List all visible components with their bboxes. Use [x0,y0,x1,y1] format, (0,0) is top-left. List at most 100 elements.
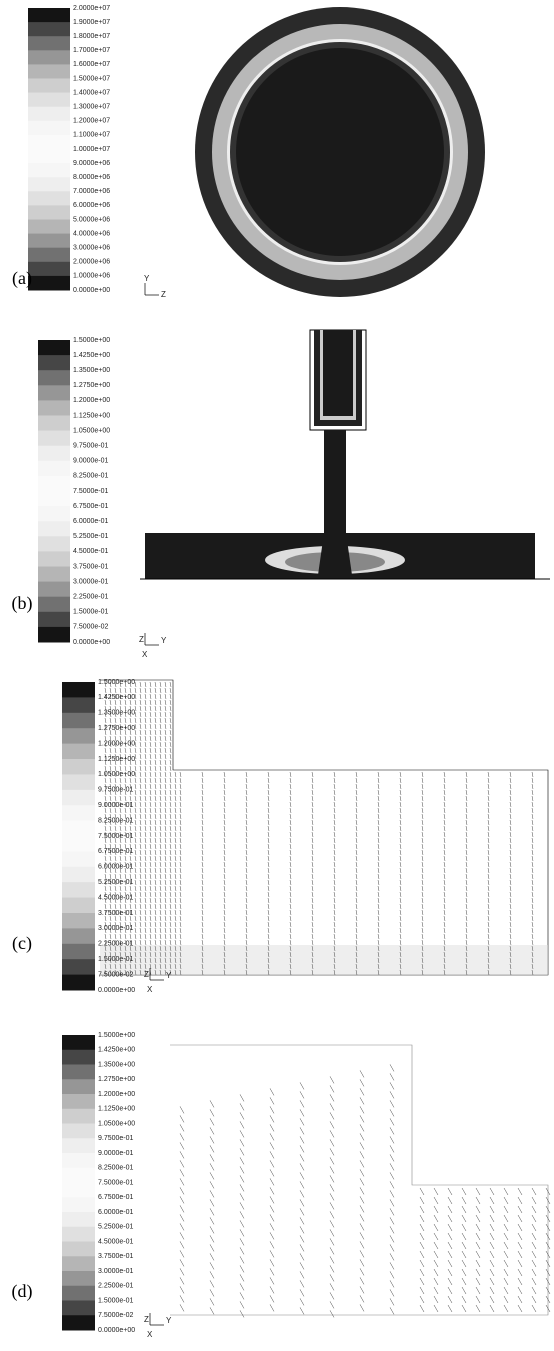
vector [174,897,177,904]
vector [333,897,336,904]
vector [149,789,152,796]
vector [144,957,147,964]
vector [129,873,132,880]
vector [267,873,270,880]
vector [465,843,468,850]
vector [419,1250,425,1259]
vector [119,687,122,694]
colorbar-label: 5.0000e+06 [73,216,110,223]
vector [267,939,270,946]
vector [333,891,336,898]
vector [139,783,142,790]
vector [169,795,172,802]
vector [109,807,112,814]
vector [129,927,132,934]
vector [134,879,137,886]
vector [333,909,336,916]
vector [139,831,142,838]
colorbar-label: 1.5000e-01 [98,1297,134,1304]
colorbar-band [28,261,70,277]
vector [104,693,107,700]
vector [201,843,204,850]
triad-label: Z [144,1315,149,1324]
vector [174,855,177,862]
colorbar-label: 7.5000e-02 [73,624,109,631]
vector [129,705,132,712]
vector [139,927,142,934]
vector [489,1196,495,1205]
vector [355,963,358,970]
vector [443,819,446,826]
vector [333,801,336,808]
vector [149,855,152,862]
vector [475,1286,481,1295]
vector [104,801,107,808]
vector [164,729,167,736]
colorbar-band [28,78,70,94]
vector [104,729,107,736]
vector [269,1295,275,1303]
vector [545,1214,551,1223]
vector [164,693,167,700]
vector [119,681,122,688]
vector [144,933,147,940]
colorbar-label: 1.4250e+00 [73,352,110,359]
vector [269,1106,275,1114]
vector [114,813,117,820]
vector [299,1208,305,1216]
vector [144,693,147,700]
vector [134,729,137,736]
vector [377,819,380,826]
vector [223,807,226,814]
vector [333,963,336,970]
vector [245,909,248,916]
vector [149,771,152,778]
vector [389,1217,395,1225]
vector [245,945,248,952]
vector [223,867,226,874]
vector [311,873,314,880]
vector [134,693,137,700]
vector [531,849,534,856]
vector [355,813,358,820]
vector [114,837,117,844]
vector [134,885,137,892]
vector [179,909,182,916]
vector [509,789,512,796]
vector [109,921,112,928]
vector [487,855,490,862]
vector [124,855,127,862]
vector [154,843,157,850]
vector [289,921,292,928]
vector [399,783,402,790]
vector [139,741,142,748]
vector [129,693,132,700]
vector [154,789,157,796]
vector [443,807,446,814]
vector [159,861,162,868]
vector [419,1295,425,1304]
vector [311,951,314,958]
vector [465,801,468,808]
vector [329,1193,335,1201]
vector [443,873,446,880]
vector [239,1184,245,1192]
vector [465,825,468,832]
colorbar-label: 0.0000e+00 [98,1327,135,1334]
vector [289,915,292,922]
vector [134,915,137,922]
vector [139,699,142,706]
vector [531,885,534,892]
vector [489,1250,495,1259]
vector [154,795,157,802]
vector [119,699,122,706]
vector [531,1223,537,1232]
vector [509,939,512,946]
vector [465,885,468,892]
vector [475,1232,481,1241]
vector [489,1295,495,1304]
vector [209,1298,215,1306]
vector [149,705,152,712]
vector [109,753,112,760]
vector [509,927,512,934]
